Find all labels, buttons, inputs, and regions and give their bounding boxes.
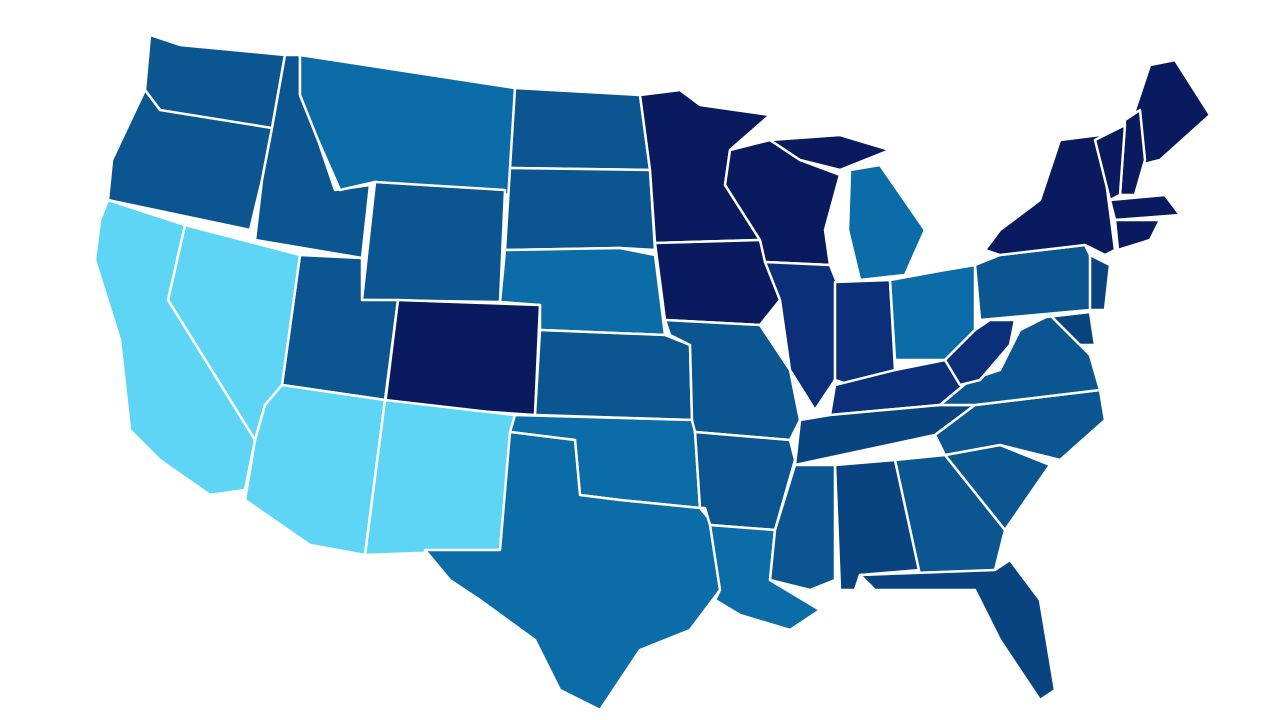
state-mi — [846, 163, 927, 282]
state-wi — [723, 138, 842, 267]
state-tx — [423, 430, 722, 712]
state-md — [1018, 310, 1097, 347]
state-ga — [893, 453, 1007, 577]
state-or — [106, 88, 274, 232]
state-co — [383, 298, 542, 417]
state-az — [243, 383, 387, 557]
state-vt — [1093, 123, 1127, 202]
state-nj — [1088, 253, 1112, 312]
state-pa — [973, 243, 1102, 322]
state-ma — [1108, 193, 1182, 222]
state-ca — [93, 198, 257, 497]
state-nm — [363, 398, 517, 557]
state-wv — [943, 318, 1017, 387]
state-me — [1133, 58, 1212, 167]
state-fl — [858, 558, 1057, 702]
state-ks — [533, 328, 694, 422]
state-ia — [653, 238, 782, 327]
state-il — [763, 260, 842, 412]
state-mt — [298, 53, 517, 197]
state-wy — [360, 180, 507, 304]
state-ny — [983, 133, 1117, 257]
state-in — [833, 278, 897, 387]
state-ct-ri — [1113, 218, 1162, 252]
state-nd — [508, 86, 652, 172]
state-mi-upper — [768, 133, 892, 172]
state-sd — [503, 166, 657, 252]
